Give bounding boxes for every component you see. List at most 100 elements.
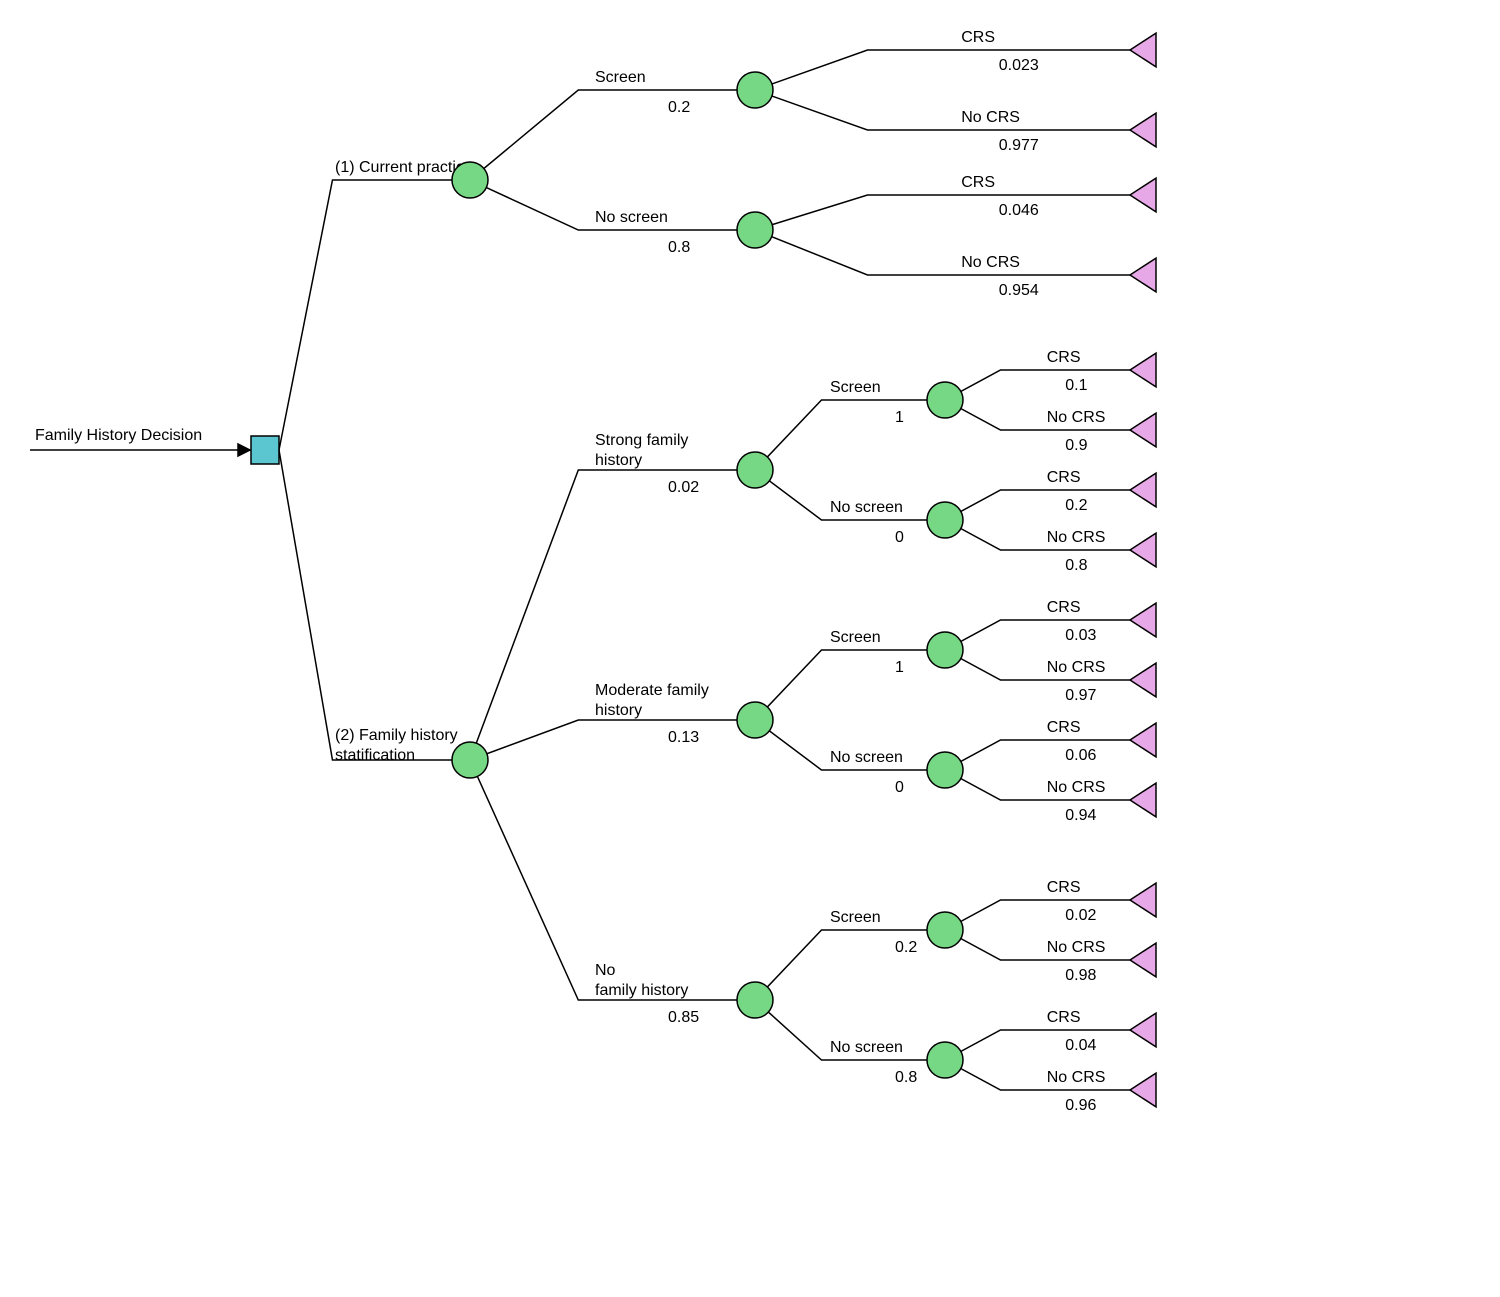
prob-strong: 0.02 (668, 479, 699, 496)
root-arrow (30, 444, 250, 456)
svg-text:0.04: 0.04 (1065, 1037, 1096, 1054)
terminal-node (1130, 1073, 1156, 1107)
label-noscreen-cp: No screen (595, 209, 668, 226)
label-nf-screen: Screen (830, 909, 881, 926)
terminal-node (1130, 473, 1156, 507)
svg-text:0.03: 0.03 (1065, 627, 1096, 644)
svg-text:CRS: CRS (961, 29, 995, 46)
label-screen-cp: Screen (595, 69, 646, 86)
label-moderate-l1: Moderate family (595, 682, 709, 699)
chance-node-moderate (737, 702, 773, 738)
prob-mf-noscreen: 0 (895, 779, 904, 796)
edge-mf-screen (755, 650, 945, 720)
label-mf-noscreen: No screen (830, 749, 903, 766)
svg-text:0.9: 0.9 (1065, 437, 1087, 454)
svg-text:No CRS: No CRS (1047, 939, 1106, 956)
root-label: Family History Decision (35, 427, 202, 444)
terminal-node (1130, 178, 1156, 212)
label-moderate-l2: history (595, 702, 642, 719)
svg-text:No CRS: No CRS (1047, 659, 1106, 676)
terminal-node (1130, 723, 1156, 757)
svg-text:No CRS: No CRS (961, 254, 1020, 271)
svg-text:0.8: 0.8 (1065, 557, 1087, 574)
svg-text:CRS: CRS (1047, 1009, 1081, 1026)
svg-text:CRS: CRS (1047, 469, 1081, 486)
terminal-edges: CRS0.023No CRS0.977CRS0.046No CRS0.954CR… (755, 29, 1130, 1114)
svg-text:0.977: 0.977 (999, 137, 1039, 154)
svg-text:CRS: CRS (1047, 719, 1081, 736)
label-strong-l1: Strong family (595, 432, 688, 449)
branch1-label: (1) Current practice (335, 159, 473, 176)
svg-text:0.02: 0.02 (1065, 907, 1096, 924)
terminal-node (1130, 883, 1156, 917)
prob-screen-cp: 0.2 (668, 99, 690, 116)
terminal-node (1130, 33, 1156, 67)
prob-noscreen-cp: 0.8 (668, 239, 690, 256)
terminal-node (1130, 1013, 1156, 1047)
svg-text:0.2: 0.2 (1065, 497, 1087, 514)
terminal-node (1130, 113, 1156, 147)
terminal-nodes (1130, 33, 1156, 1107)
svg-text:0.94: 0.94 (1065, 807, 1096, 824)
chance-node-nf-screen (927, 912, 963, 948)
chance-node-mf-screen (927, 632, 963, 668)
prob-nf-screen: 0.2 (895, 939, 917, 956)
chance-node-none (737, 982, 773, 1018)
chance-node-sf-noscreen (927, 502, 963, 538)
prob-none: 0.85 (668, 1009, 699, 1026)
prob-mf-screen: 1 (895, 659, 904, 676)
svg-text:No CRS: No CRS (1047, 409, 1106, 426)
svg-text:0.1: 0.1 (1065, 377, 1087, 394)
svg-text:CRS: CRS (1047, 599, 1081, 616)
terminal-node (1130, 663, 1156, 697)
svg-text:0.046: 0.046 (999, 202, 1039, 219)
label-none-l1: No (595, 962, 616, 979)
label-sf-screen: Screen (830, 379, 881, 396)
terminal-node (1130, 603, 1156, 637)
chance-node-stratification (452, 742, 488, 778)
chance-node-cp-noscreen (737, 212, 773, 248)
branch2-label-line2: statification (335, 747, 415, 764)
svg-text:0.06: 0.06 (1065, 747, 1096, 764)
prob-moderate: 0.13 (668, 729, 699, 746)
branch2-label-line1: (2) Family history (335, 727, 458, 744)
svg-text:0.97: 0.97 (1065, 687, 1096, 704)
decision-tree-diagram: Family History Decision (1) Current prac… (0, 0, 1500, 1297)
svg-text:0.023: 0.023 (999, 57, 1039, 74)
prob-nf-noscreen: 0.8 (895, 1069, 917, 1086)
prob-sf-noscreen: 0 (895, 529, 904, 546)
terminal-node (1130, 353, 1156, 387)
edge-cp-screen (470, 90, 755, 180)
svg-text:No CRS: No CRS (1047, 1069, 1106, 1086)
label-strong-l2: history (595, 452, 642, 469)
terminal-node (1130, 533, 1156, 567)
prob-sf-screen: 1 (895, 409, 904, 426)
svg-text:CRS: CRS (1047, 349, 1081, 366)
svg-text:No CRS: No CRS (1047, 779, 1106, 796)
terminal-node (1130, 783, 1156, 817)
label-none-l2: family history (595, 982, 688, 999)
label-nf-noscreen: No screen (830, 1039, 903, 1056)
chance-node-current-practice (452, 162, 488, 198)
terminal-node (1130, 413, 1156, 447)
chance-node-strong (737, 452, 773, 488)
chance-node-nf-noscreen (927, 1042, 963, 1078)
svg-text:CRS: CRS (961, 174, 995, 191)
svg-text:No CRS: No CRS (1047, 529, 1106, 546)
svg-text:CRS: CRS (1047, 879, 1081, 896)
decision-node (251, 436, 279, 464)
edge-sf-screen (755, 400, 945, 470)
svg-text:0.96: 0.96 (1065, 1097, 1096, 1114)
svg-text:0.954: 0.954 (999, 282, 1039, 299)
chance-node-cp-screen (737, 72, 773, 108)
label-mf-screen: Screen (830, 629, 881, 646)
terminal-node (1130, 258, 1156, 292)
label-sf-noscreen: No screen (830, 499, 903, 516)
edge-moderate-history (470, 720, 755, 760)
svg-text:No CRS: No CRS (961, 109, 1020, 126)
terminal-node (1130, 943, 1156, 977)
chance-node-mf-noscreen (927, 752, 963, 788)
edge-to-current-practice (279, 180, 470, 450)
chance-node-sf-screen (927, 382, 963, 418)
edge-to-family-stratification (279, 450, 470, 760)
